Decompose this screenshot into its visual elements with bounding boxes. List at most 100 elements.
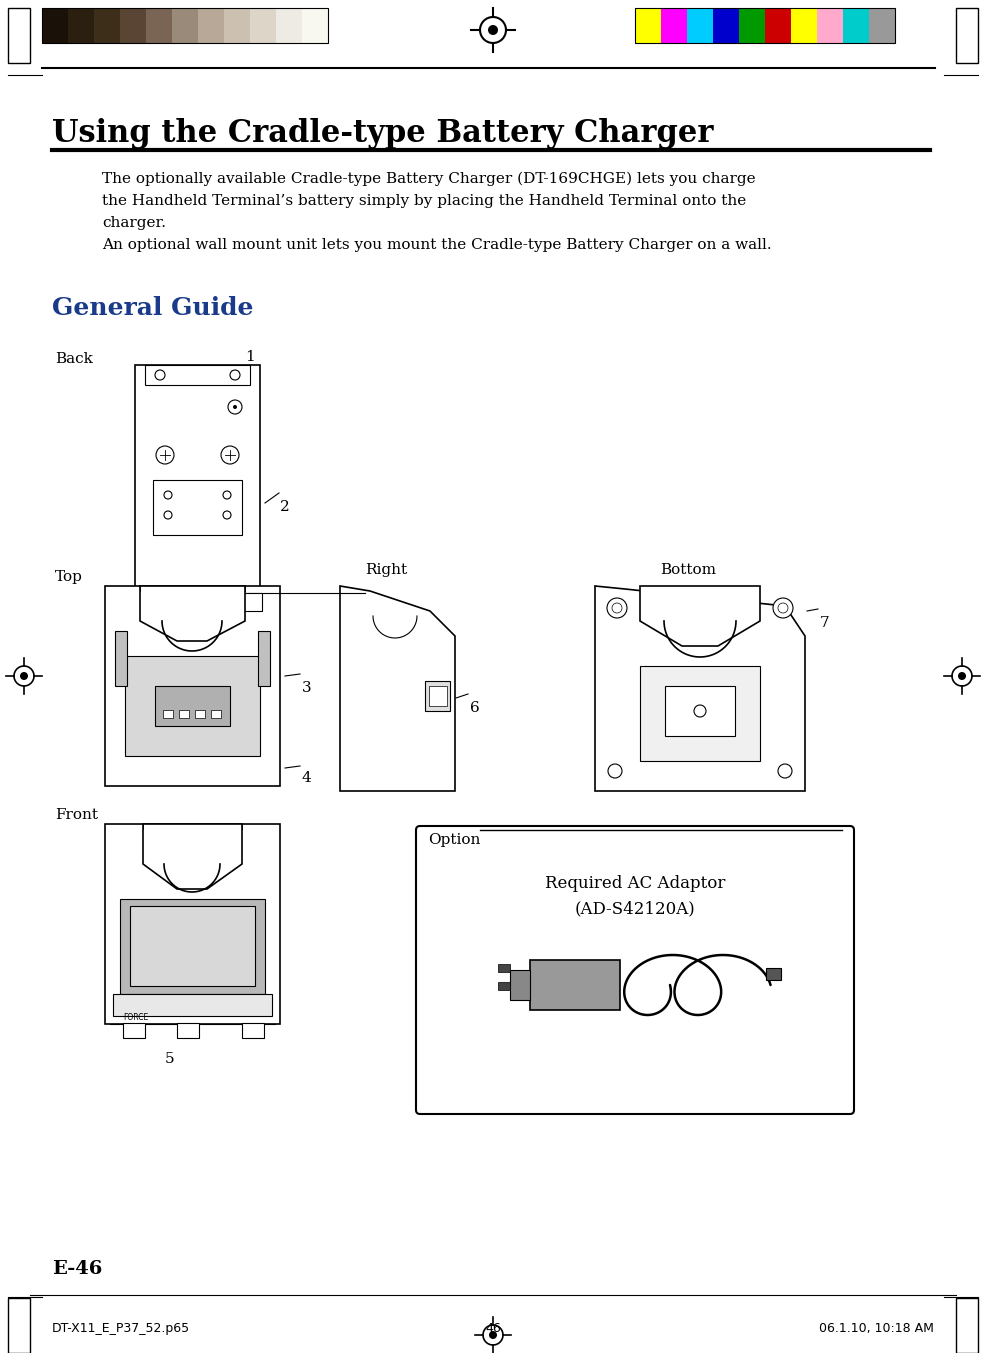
Circle shape (20, 672, 28, 681)
Bar (224, 8, 250, 43)
Text: 2: 2 (280, 501, 290, 514)
Text: 6: 6 (470, 701, 480, 714)
Bar (113, 994, 272, 1016)
Text: 5: 5 (165, 1053, 175, 1066)
Bar (146, 8, 172, 43)
Bar (739, 8, 765, 43)
Circle shape (778, 603, 788, 613)
Circle shape (608, 764, 622, 778)
Bar (94, 8, 120, 43)
Bar (498, 963, 510, 971)
Bar (120, 8, 146, 43)
FancyBboxPatch shape (416, 825, 854, 1114)
Bar (276, 8, 302, 43)
Bar (687, 8, 713, 43)
Circle shape (607, 598, 627, 618)
Circle shape (958, 672, 966, 681)
Bar (765, 8, 791, 43)
Circle shape (221, 446, 239, 464)
Bar (956, 8, 978, 64)
Bar (765, 967, 781, 980)
Text: Back: Back (55, 352, 93, 367)
Bar (302, 8, 328, 43)
Bar (635, 8, 661, 43)
Bar (665, 686, 735, 736)
Bar (130, 907, 255, 986)
Bar (242, 593, 262, 612)
Bar (195, 710, 205, 718)
Bar (429, 686, 447, 706)
Circle shape (223, 511, 231, 520)
Bar (179, 710, 189, 718)
Bar (42, 8, 68, 43)
Bar (42, 8, 328, 43)
Bar (956, 1298, 978, 1353)
Text: The optionally available Cradle-type Battery Charger (DT-169CHGE) lets you charg: The optionally available Cradle-type Bat… (102, 172, 755, 187)
Polygon shape (140, 586, 245, 641)
Polygon shape (640, 586, 760, 645)
Text: 7: 7 (820, 616, 829, 630)
Bar (8, 8, 30, 64)
Bar (498, 982, 510, 990)
Text: Option: Option (428, 833, 480, 847)
Polygon shape (143, 824, 242, 889)
Polygon shape (340, 586, 455, 792)
Bar (125, 656, 260, 756)
Bar (242, 1023, 264, 1038)
Bar (163, 710, 173, 718)
Circle shape (694, 705, 706, 717)
Bar (530, 961, 620, 1009)
Text: charger.: charger. (102, 216, 166, 230)
Circle shape (773, 598, 793, 618)
Text: 46: 46 (485, 1322, 501, 1335)
Text: DT-X11_E_P37_52.p65: DT-X11_E_P37_52.p65 (52, 1322, 190, 1335)
Bar (120, 898, 265, 994)
Bar (817, 8, 843, 43)
Circle shape (489, 1331, 497, 1339)
Bar (198, 8, 224, 43)
Text: Top: Top (55, 570, 83, 584)
Bar (217, 593, 237, 612)
Polygon shape (510, 970, 530, 1000)
Bar (172, 8, 198, 43)
Text: 06.1.10, 10:18 AM: 06.1.10, 10:18 AM (819, 1322, 934, 1335)
Text: Bottom: Bottom (660, 563, 716, 576)
Bar (105, 586, 280, 786)
Bar (661, 8, 687, 43)
Bar (123, 1023, 145, 1038)
Circle shape (778, 764, 792, 778)
Text: Required AC Adaptor: Required AC Adaptor (545, 875, 725, 892)
Text: An optional wall mount unit lets you mount the Cradle-type Battery Charger on a : An optional wall mount unit lets you mou… (102, 238, 772, 252)
Bar (211, 710, 221, 718)
Circle shape (164, 511, 172, 520)
Text: FORCE: FORCE (123, 1013, 148, 1022)
Text: 1: 1 (245, 350, 254, 364)
Circle shape (155, 369, 165, 380)
Bar (258, 630, 270, 686)
Text: (AD-S42120A): (AD-S42120A) (575, 900, 695, 917)
Text: Using the Cradle-type Battery Charger: Using the Cradle-type Battery Charger (52, 118, 714, 149)
Circle shape (233, 405, 237, 409)
Bar (869, 8, 895, 43)
Bar (791, 8, 817, 43)
Circle shape (612, 603, 622, 613)
Circle shape (228, 400, 242, 414)
Circle shape (488, 24, 498, 35)
Text: Right: Right (365, 563, 407, 576)
Text: E-46: E-46 (52, 1260, 103, 1279)
Text: 4: 4 (302, 771, 312, 785)
Text: Front: Front (55, 808, 98, 823)
Bar (145, 365, 250, 386)
Circle shape (223, 491, 231, 499)
Text: 3: 3 (302, 681, 312, 695)
Bar (155, 686, 230, 727)
Bar (68, 8, 94, 43)
Text: General Guide: General Guide (52, 296, 253, 321)
Bar (635, 8, 895, 43)
Bar (153, 593, 173, 612)
Bar (115, 630, 127, 686)
Bar (135, 365, 260, 595)
Text: the Handheld Terminal’s battery simply by placing the Handheld Terminal onto the: the Handheld Terminal’s battery simply b… (102, 193, 746, 208)
Circle shape (164, 491, 172, 499)
Circle shape (156, 446, 174, 464)
